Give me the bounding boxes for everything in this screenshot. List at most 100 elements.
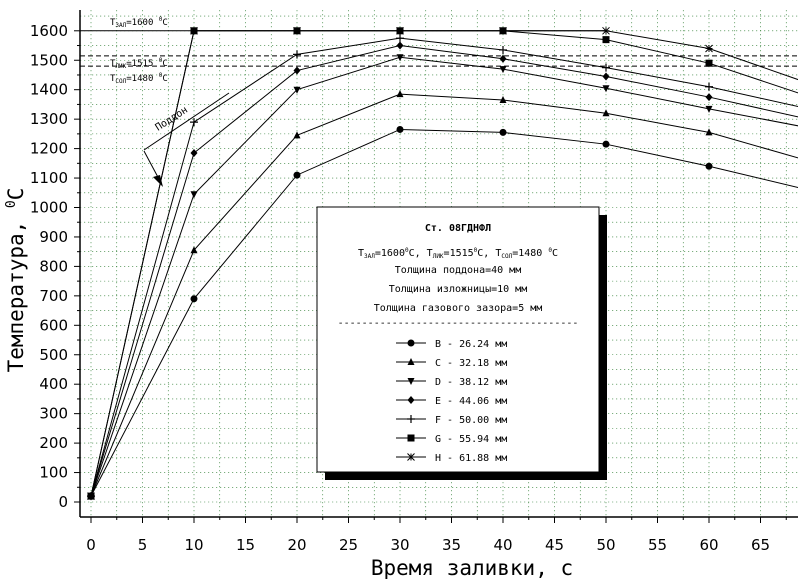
marker-triangle-up [396, 90, 404, 98]
y-tick-label: 100 [39, 464, 68, 482]
x-tick-label: 65 [751, 536, 770, 554]
legend-box [316, 206, 600, 473]
y-tick-label: 1500 [30, 51, 68, 69]
x-tick-label: 0 [86, 536, 96, 554]
legend-temperatures: TЗАЛ=16000C, TЛИК=15150C, TСОЛ=1480 0C [358, 247, 558, 260]
marker-square [602, 36, 610, 44]
y-tick-label: 500 [39, 346, 68, 364]
y-tick-label: 1600 [30, 22, 68, 40]
marker-triangle-down [499, 66, 507, 74]
marker-circle [499, 128, 507, 136]
marker-triangle-down [293, 86, 301, 94]
marker-diamond [396, 41, 404, 50]
x-tick-label: 40 [493, 536, 512, 554]
marker-plus [396, 34, 404, 43]
marker-square [705, 59, 713, 67]
marker-circle [396, 125, 404, 133]
y-tick-label: 1100 [30, 169, 68, 187]
marker-star [499, 26, 507, 35]
series-line [90, 37, 798, 497]
annotation-line [143, 92, 230, 151]
x-tick-label: 15 [236, 536, 255, 554]
marker-plus [602, 63, 610, 72]
marker-diamond [602, 72, 610, 81]
marker-plus [499, 45, 507, 54]
x-tick-label: 30 [390, 536, 409, 554]
marker-diamond [293, 66, 301, 75]
marker-diamond [705, 93, 713, 102]
x-tick-label: 55 [648, 536, 667, 554]
marker-plus [705, 82, 713, 91]
marker-triangle-up [293, 131, 301, 139]
reference-label: TСОЛ=1480 0C [110, 72, 168, 85]
x-tick-label: 50 [596, 536, 615, 554]
legend-entry: D - 38.12 мм [435, 377, 507, 388]
y-tick-label: 1300 [30, 110, 68, 128]
x-tick-label: 20 [287, 536, 306, 554]
marker-circle [190, 295, 198, 303]
marker-star [396, 26, 404, 35]
marker-triangle-up [602, 109, 610, 117]
legend-entry: F - 50.00 мм [435, 415, 507, 426]
legend-entry: H - 61.88 мм [435, 453, 507, 464]
legend: Ст. 08ГДНФЛ TЗАЛ=16000C, TЛИК=15150C, TСО… [316, 206, 607, 480]
series [87, 26, 798, 500]
marker-triangle-down [407, 378, 415, 385]
y-tick-label: 1400 [30, 81, 68, 99]
legend-entry: B - 26.24 мм [435, 339, 507, 350]
marker-star [190, 26, 198, 35]
series-line [90, 128, 798, 497]
marker-star [407, 453, 415, 461]
series-line [90, 56, 798, 497]
series-line [90, 45, 798, 497]
x-tick-label: 45 [545, 536, 564, 554]
x-tick-label: 35 [442, 536, 461, 554]
marker-star [293, 26, 301, 35]
x-tick-label: 25 [339, 536, 358, 554]
y-tick-label: 0 [58, 493, 68, 511]
reference-label: TЗАЛ=1600 0C [110, 16, 168, 29]
y-tick-label: 400 [39, 375, 68, 393]
marker-circle [705, 162, 713, 170]
marker-triangle-up [190, 246, 198, 254]
x-tick-label: 10 [184, 536, 203, 554]
legend-separator: ---------------------------------------- [338, 318, 579, 329]
y-tick-label: 900 [39, 228, 68, 246]
legend-line: Толщина газового зазора=5 мм [374, 303, 543, 314]
marker-triangle-down [602, 85, 610, 93]
legend-line: Толщина поддона=40 мм [395, 265, 521, 276]
marker-star [705, 44, 713, 53]
marker-star [87, 492, 95, 500]
y-tick-label: 300 [39, 405, 68, 423]
marker-triangle-up [407, 358, 415, 365]
marker-plus [190, 118, 198, 127]
x-tick-label: 5 [138, 536, 148, 554]
marker-star [602, 26, 610, 35]
marker-circle [293, 171, 301, 179]
annotation-arrowhead [153, 175, 163, 187]
legend-title: Ст. 08ГДНФЛ [425, 223, 491, 234]
y-tick-label: 700 [39, 287, 68, 305]
y-tick-label: 200 [39, 434, 68, 452]
legend-entry: G - 55.94 мм [435, 434, 507, 445]
marker-circle [602, 140, 610, 148]
marker-circle [407, 339, 415, 347]
axes: 0 5 10 15 20 25 30 35 40 45 50 55 60 65 0 100 200 300 400 5… [4, 10, 798, 579]
marker-square [407, 434, 415, 442]
legend-line: Толщина изложницы=10 мм [389, 284, 527, 295]
series-line [90, 93, 798, 497]
marker-plus [407, 415, 415, 423]
y-tick-label: 1000 [30, 199, 68, 217]
marker-triangle-up [499, 96, 507, 104]
x-tick-label: 60 [699, 536, 718, 554]
y-tick-label: 800 [39, 257, 68, 275]
marker-diamond [190, 149, 198, 158]
marker-triangle-down [396, 54, 404, 62]
data-series [87, 26, 798, 501]
marker-plus [293, 50, 301, 59]
marker-diamond [407, 396, 415, 404]
marker-diamond [499, 54, 507, 63]
series [87, 125, 798, 500]
marker-triangle-down [705, 105, 713, 113]
